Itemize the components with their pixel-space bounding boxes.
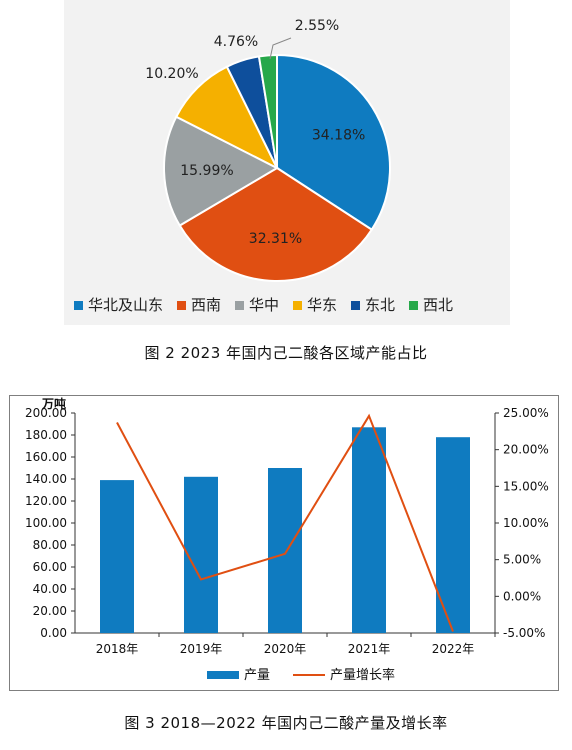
combo-legend: 产量 产量增长率 xyxy=(207,667,395,683)
legend-swatch xyxy=(177,301,186,310)
bar-3 xyxy=(352,427,386,633)
pie-slice-2 xyxy=(163,115,280,227)
y-tick-label-left: 20.00 xyxy=(33,604,67,618)
legend-swatch xyxy=(409,301,418,310)
legend-swatch xyxy=(351,301,360,310)
combo-chart: 万吨 0.00 20.00 40.00 60.00 80.00 100.00 120.00 14… xyxy=(25,396,549,683)
pie-slice-5 xyxy=(257,53,278,169)
legend-label: 华东 xyxy=(307,296,337,314)
legend-swatch xyxy=(235,301,244,310)
x-tick-label: 2022年 xyxy=(432,642,475,656)
y-tick-label-left: 120.00 xyxy=(25,494,67,508)
figure-2-caption: 图 3 2018—2022 年国内己二酸产量及增长率 xyxy=(124,714,448,732)
legend-item-2: 华中 xyxy=(235,296,279,314)
bar-2 xyxy=(268,468,302,633)
y-tick-label-left: 60.00 xyxy=(33,560,67,574)
y-tick-label-left: 100.00 xyxy=(25,516,67,530)
y-tick-label-left: 40.00 xyxy=(33,582,67,596)
legend-label: 东北 xyxy=(365,296,395,314)
pie-label-0: 34.18% xyxy=(312,128,365,144)
y-tick-label-left: 200.00 xyxy=(25,406,67,420)
y-tick-label-left: 160.00 xyxy=(25,450,67,464)
x-tick-label: 2021年 xyxy=(348,642,391,656)
legend-swatch xyxy=(74,301,83,310)
line-series xyxy=(116,413,454,632)
chart-axes: 万吨 0.00 20.00 40.00 60.00 80.00 100.00 120.00 14… xyxy=(25,396,549,656)
legend-item-line: 产量增长率 xyxy=(293,667,395,683)
legend-label: 西南 xyxy=(191,296,221,314)
pie-label-1: 32.31% xyxy=(249,231,302,247)
bar-1 xyxy=(184,476,218,633)
pie-labels: 34.18% 32.31% 15.99% 10.20% 4.76% 2.55% xyxy=(145,18,365,247)
y-tick-label-left: 80.00 xyxy=(33,538,67,552)
pie-chart: 34.18% 32.31% 15.99% 10.20% 4.76% 2.55% 华北及山东… xyxy=(74,18,453,314)
figure-1-caption: 图 2 2023 年国内己二酸各区域产能占比 xyxy=(144,344,428,362)
pie-chart-panel: 34.18% 32.31% 15.99% 10.20% 4.76% 2.55% 华北及山东… xyxy=(64,0,510,325)
y-tick-label-right: 0.00% xyxy=(503,589,541,603)
y-tick-label-right: 5.00% xyxy=(503,553,541,567)
x-tick-label: 2018年 xyxy=(96,642,139,656)
bar-0 xyxy=(100,480,134,633)
legend-item-1: 西南 xyxy=(177,296,221,314)
legend-label-bars: 产量 xyxy=(244,668,270,683)
pie-leader-line xyxy=(269,37,292,60)
y-tick-label-right: 10.00% xyxy=(503,516,549,530)
y-tick-label-right: 15.00% xyxy=(503,479,549,493)
y-tick-label-right: 25.00% xyxy=(503,406,549,420)
y-axis-unit: 万吨 xyxy=(41,396,66,411)
pie-label-2: 15.99% xyxy=(180,163,233,179)
pie-label-5: 2.55% xyxy=(295,18,339,34)
legend-item-4: 东北 xyxy=(351,296,395,314)
combo-chart-panel: 万吨 0.00 20.00 40.00 60.00 80.00 100.00 120.00 14… xyxy=(9,395,559,691)
pie-legend: 华北及山东 西南 华中 华东 东北 西北 xyxy=(74,296,453,314)
legend-item-3: 华东 xyxy=(293,296,337,314)
legend-item-5: 西北 xyxy=(409,296,453,314)
legend-label-line: 产量增长率 xyxy=(330,667,395,683)
legend-label: 西北 xyxy=(423,296,453,314)
pie-label-3: 10.20% xyxy=(145,66,198,82)
legend-item-bars: 产量 xyxy=(207,668,270,683)
pie-slice-3 xyxy=(174,65,280,171)
x-tick-label: 2019年 xyxy=(180,642,223,656)
y-tick-label-left: 140.00 xyxy=(25,472,67,486)
y-tick-label-left: 0.00 xyxy=(40,626,67,640)
pie-label-4: 4.76% xyxy=(214,34,258,50)
legend-swatch-bars xyxy=(207,671,239,679)
legend-swatch xyxy=(293,301,302,310)
y-tick-label-left: 180.00 xyxy=(25,428,67,442)
legend-label: 华中 xyxy=(249,296,279,314)
pie-slices xyxy=(163,53,391,282)
legend-item-0: 华北及山东 xyxy=(74,296,163,314)
pie-slice-1 xyxy=(178,166,374,282)
legend-label: 华北及山东 xyxy=(88,296,163,314)
y-tick-label-right: -5.00% xyxy=(503,626,545,640)
x-tick-label: 2020年 xyxy=(264,642,307,656)
y-tick-label-right: 20.00% xyxy=(503,443,549,457)
